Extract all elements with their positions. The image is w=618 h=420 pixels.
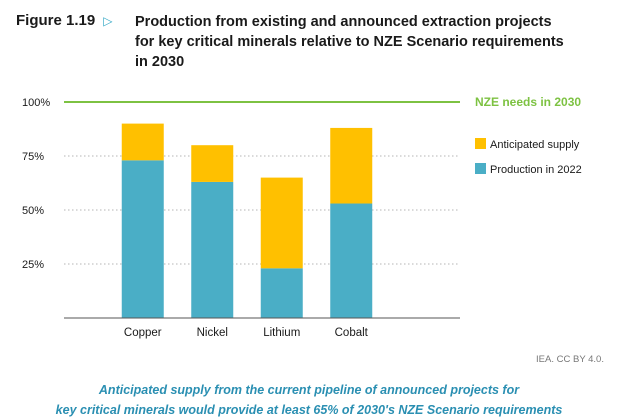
bar-segment-production [260,268,303,318]
stacked-bar-chart: 25%50%75%100% Copper Nickel Lithium Cobalt … [22,95,582,339]
legend-swatch [475,163,486,174]
bar-segment-anticipated [191,145,234,182]
figure-title: Production from existing and announced e… [135,12,605,72]
figure-title-line: in 2030 [135,54,185,70]
caption-line: key critical minerals would provide at l… [55,403,563,417]
legend-swatch [475,138,486,149]
y-tick-label: 25% [22,259,44,271]
nze-target-label: NZE needs in 2030 [475,95,581,109]
y-tick-label: 75% [22,151,44,163]
x-tick-label: Copper [124,327,162,339]
figure-title-line: for key critical minerals relative to NZ… [135,34,564,50]
caption-line: Anticipated supply from the current pipe… [98,383,520,397]
bar-segment-production [191,181,234,318]
figure-title-line: Production from existing and announced e… [135,14,552,30]
legend: Anticipated supply Production in 2022 [475,138,582,176]
bar-segment-anticipated [121,123,164,161]
x-tick-label: Cobalt [335,327,369,339]
source-credit: IEA. CC BY 4.0. [536,354,604,365]
legend-label: Production in 2022 [490,164,582,176]
bar-segment-production [121,160,164,318]
triangle-arrow-icon: ▷ [103,13,113,28]
x-tick-label: Nickel [197,327,228,339]
y-tick-label: 100% [22,97,50,109]
figure-label: Figure 1.19 ▷ [16,12,112,29]
x-tick-label: Lithium [263,327,300,339]
y-tick-label: 50% [22,205,44,217]
figure-number: Figure 1.19 [16,12,96,29]
bar-segment-anticipated [260,177,303,269]
bar-segment-production [330,203,373,318]
figure-caption: Anticipated supply from the current pipe… [0,380,618,420]
bar-segment-anticipated [330,127,373,204]
legend-label: Anticipated supply [490,139,580,151]
